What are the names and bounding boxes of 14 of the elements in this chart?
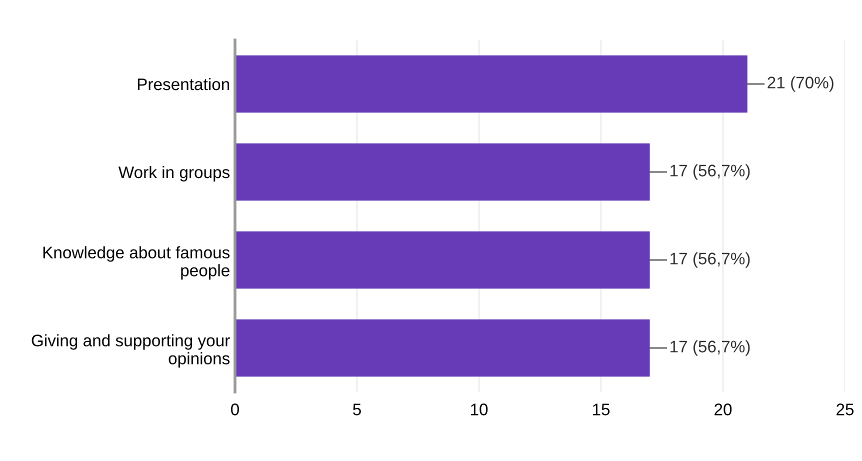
x-tick-label: 10 — [471, 404, 488, 416]
x-tick-label: 15 — [593, 404, 610, 416]
y-tick-label: Giving and supporting your opinions — [32, 334, 230, 368]
x-tick-label: 25 — [836, 404, 854, 416]
y-tick-label: Work in groups — [118, 166, 230, 182]
x-tick-label: 5 — [353, 404, 361, 416]
y-tick-label: Knowledge about famous people — [43, 246, 230, 280]
x-tick-label: 20 — [714, 404, 732, 416]
x-tick-label: 0 — [231, 404, 239, 416]
data-label: 17 (56,7%) — [670, 252, 750, 268]
y-tick-label: Presentation — [138, 78, 230, 90]
data-label: 21 (70%) — [768, 76, 834, 92]
data-label: 17 (56,7%) — [670, 164, 750, 180]
data-label: 17 (56,7%) — [670, 340, 750, 356]
